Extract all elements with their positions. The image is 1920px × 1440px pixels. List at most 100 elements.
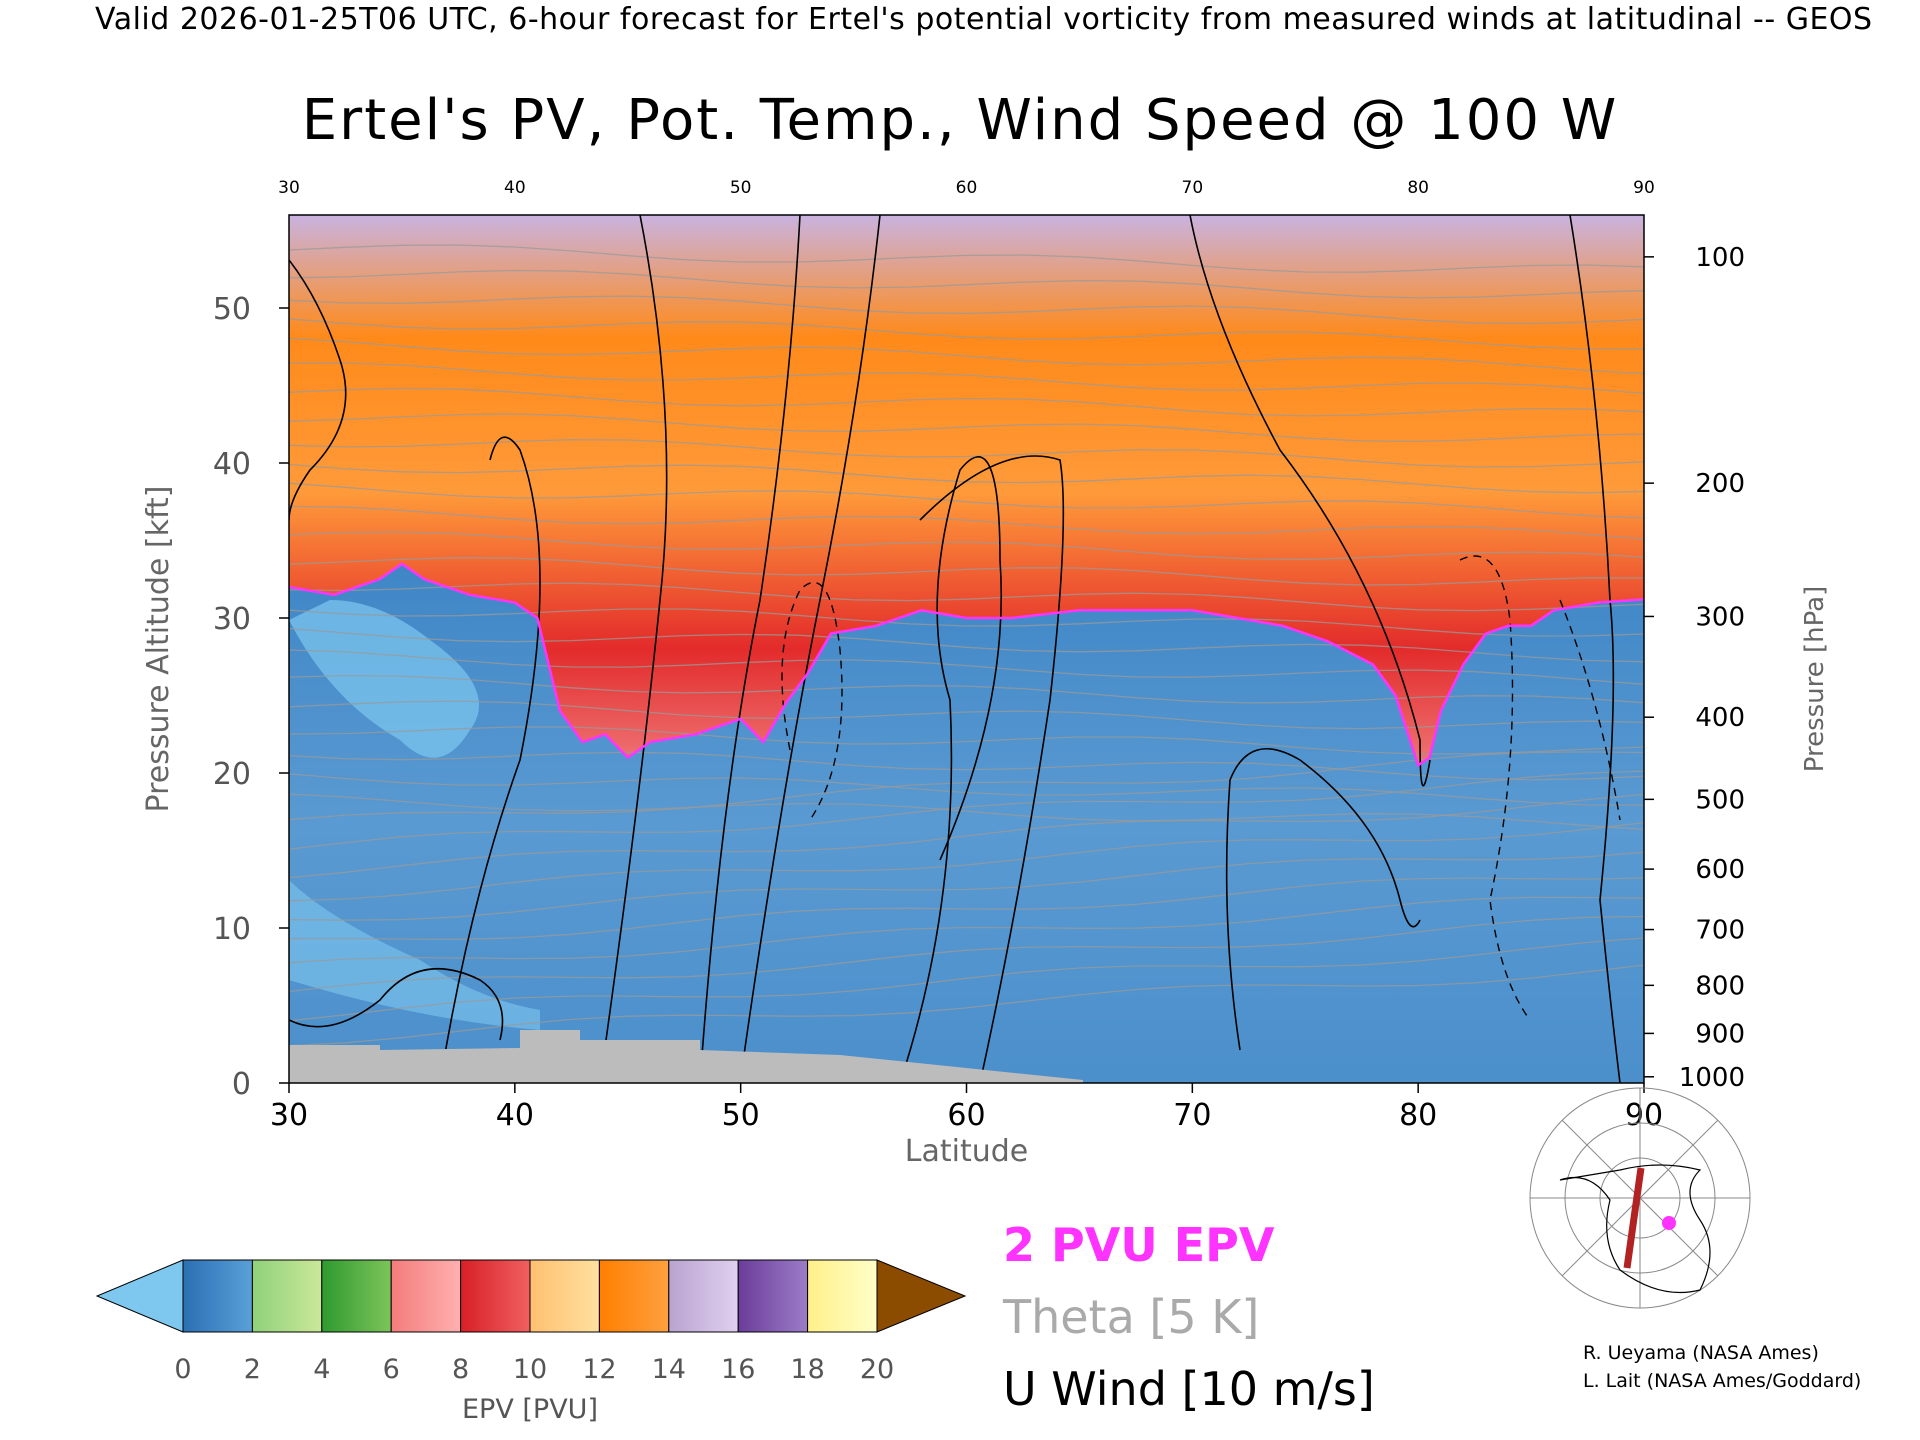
theta-isentrope: [289, 937, 1644, 1022]
theta-isentrope: [289, 674, 1644, 704]
legend-uwind: U Wind [10 m/s]: [1003, 1362, 1375, 1416]
inset-locator-map: [1529, 1087, 1751, 1309]
theta-isentrope: [289, 793, 1644, 879]
u-wind-contour: [1189, 215, 1431, 787]
theta-isentrope: [289, 770, 1644, 850]
colorbar-segment: [807, 1259, 878, 1333]
u-wind-contour: [1569, 215, 1621, 1083]
pressure-tick-label: 300: [1695, 602, 1745, 632]
colorbar-tick-label: 0: [174, 1354, 191, 1385]
colorbar-tick-label: 16: [721, 1354, 755, 1385]
theta-isentrope: [289, 337, 1644, 375]
u-wind-contour: [1225, 748, 1421, 1051]
theta-isentrope: [289, 608, 1644, 637]
theta-isentrope: [289, 295, 1644, 325]
theta-isentrope: [289, 482, 1644, 519]
theta-isentrope: [289, 269, 1644, 299]
theta-isentrope: [289, 627, 1644, 663]
pressure-tick-label: 400: [1695, 703, 1745, 733]
theta-isentrope: [289, 751, 1644, 821]
x-tick-label: 70: [1173, 1098, 1211, 1133]
colorbar-over-arrow: [876, 1259, 967, 1333]
pressure-axis-label: Pressure [hPa]: [1800, 586, 1830, 773]
x-top-tick-label: 60: [956, 178, 978, 198]
colorbar-segment: [529, 1259, 600, 1333]
x-tick-label: 50: [722, 1098, 760, 1133]
u-wind-contour: [439, 436, 541, 1083]
x-tick-label: 40: [496, 1098, 534, 1133]
plot-area: [288, 214, 1645, 1084]
u-wind-contour: [919, 455, 1065, 1083]
x-top-tick-label: 80: [1407, 178, 1429, 198]
u-wind-easterly-contour: [781, 581, 843, 821]
low-pv-region: [289, 600, 479, 758]
low-pv-region: [289, 880, 540, 1030]
credit-2: L. Lait (NASA Ames/Goddard): [1583, 1370, 1862, 1392]
theta-isentrope: [289, 362, 1644, 395]
theta-isentrope: [289, 463, 1644, 494]
inset-coastline: [1559, 1164, 1711, 1293]
x-top-tick-label: 90: [1633, 178, 1655, 198]
inset-location-marker: [1662, 1216, 1676, 1230]
u-wind-contour: [289, 259, 347, 521]
theta-isentrope: [289, 318, 1644, 350]
pressure-tick-label: 600: [1695, 855, 1745, 885]
colorbar-segment: [460, 1259, 531, 1333]
x-tick-label: 60: [947, 1098, 985, 1133]
y-tick-label: 10: [213, 912, 251, 947]
pressure-tick-label: 200: [1695, 469, 1745, 499]
inset-section-line: [1623, 1167, 1645, 1269]
u-wind-contour: [599, 215, 668, 1083]
colorbar-tick-label: 18: [790, 1354, 824, 1385]
x-tick-label: 90: [1625, 1098, 1663, 1133]
colorbar: 0 2 4 6 8 10 12 14 16 18 20 EPV [PVU]: [95, 1259, 967, 1425]
terrain-mask: [289, 1030, 1083, 1083]
theta-isentrope: [289, 649, 1644, 685]
x-top-tick-label: 40: [504, 178, 526, 198]
theta-isentrope: [289, 413, 1644, 443]
credit-1: R. Ueyama (NASA Ames): [1583, 1342, 1819, 1364]
u-wind-easterly-contour: [1559, 599, 1621, 821]
theta-isentrope: [289, 751, 1644, 781]
chart-title: Ertel's PV, Pot. Temp., Wind Speed @ 100…: [301, 88, 1619, 153]
y-tick-label: 40: [213, 447, 251, 482]
y-tick-label: 30: [213, 602, 251, 637]
theta-isentrope: [289, 387, 1644, 417]
colorbar-segment: [251, 1259, 323, 1333]
colorbar-tick-label: 10: [513, 1354, 547, 1385]
colorbar-segment: [321, 1259, 392, 1333]
y-axis-label: Pressure Altitude [kft]: [141, 486, 176, 813]
x-top-tick-label: 70: [1182, 178, 1204, 198]
pressure-tick-label: 500: [1695, 785, 1745, 815]
x-tick-label: 30: [270, 1098, 308, 1133]
legend-theta: Theta [5 K]: [1003, 1290, 1260, 1344]
colorbar-tick-label: 14: [652, 1354, 686, 1385]
pressure-tick-label: 700: [1695, 916, 1745, 946]
pressure-tick-label: 800: [1695, 971, 1745, 1001]
pressure-tick-label: 100: [1695, 243, 1745, 273]
colorbar-segment: [598, 1259, 670, 1333]
colorbar-tick-label: 4: [313, 1354, 330, 1385]
forecast-header: Valid 2026-01-25T06 UTC, 6-hour forecast…: [95, 2, 1873, 37]
colorbar-label: EPV [PVU]: [462, 1394, 598, 1425]
colorbar-tick-label: 12: [582, 1354, 616, 1385]
colorbar-tick-label: 8: [452, 1354, 469, 1385]
x-tick-label: 80: [1399, 1098, 1437, 1133]
troposphere-fill: [289, 563, 1644, 1083]
theta-isentrope: [289, 822, 1644, 902]
u-wind-contour: [739, 215, 881, 1083]
theta-isentrope: [289, 531, 1644, 560]
colorbar-segment: [668, 1259, 739, 1333]
y-tick-label: 0: [232, 1067, 251, 1102]
colorbar-segment: [737, 1259, 809, 1333]
colorbar-under-arrow: [95, 1259, 184, 1333]
colorbar-tick-label: 20: [860, 1354, 894, 1385]
x-axis-label: Latitude: [905, 1134, 1028, 1169]
theta-isentrope: [289, 505, 1644, 540]
theta-isentrope: [289, 439, 1644, 468]
pressure-tick-label: 900: [1695, 1019, 1745, 1049]
theta-isentrope: [289, 964, 1644, 1047]
theta-isentrope: [289, 896, 1644, 964]
u-wind-contour: [289, 968, 504, 1041]
